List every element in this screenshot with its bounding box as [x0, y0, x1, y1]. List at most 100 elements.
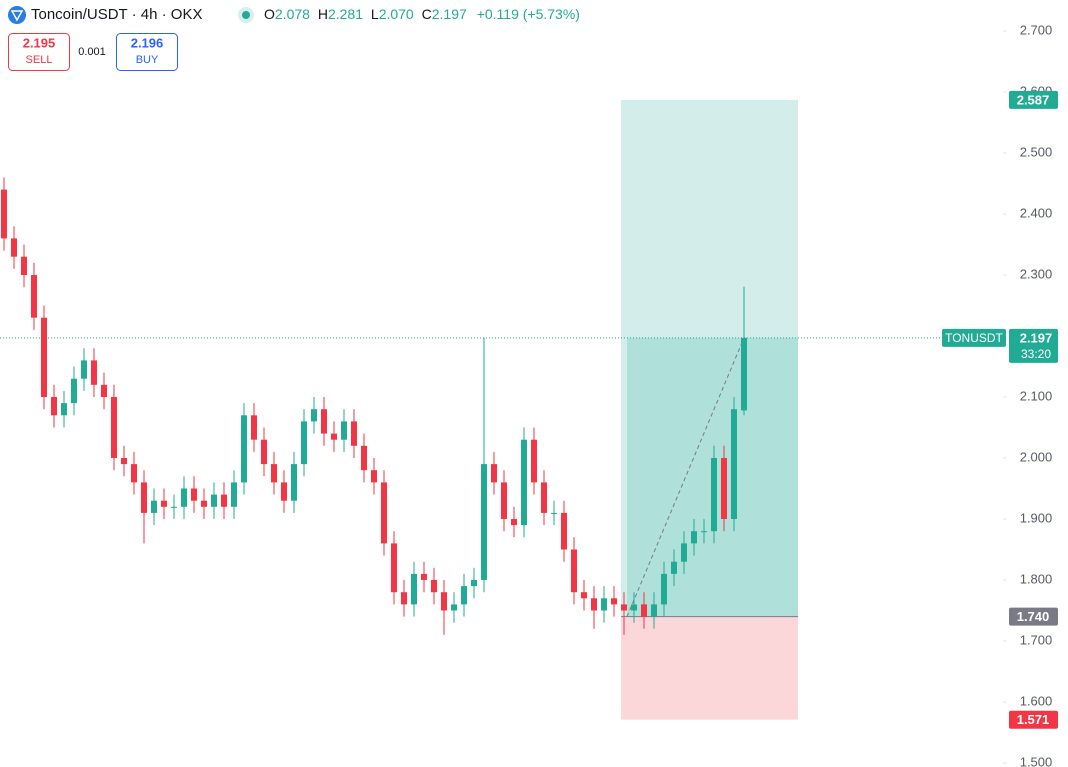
candle-body — [671, 561, 677, 574]
buy-label[interactable]: BUY — [136, 54, 159, 66]
candle-body — [381, 482, 387, 544]
target-label-box — [1009, 90, 1058, 109]
last-price-label: 2.197 — [1020, 330, 1053, 345]
low-value: 2.070 — [379, 6, 414, 22]
y-tick-label: 1.800 — [1020, 571, 1053, 586]
candle-body — [261, 439, 267, 465]
symbol-tag: TONUSDT — [945, 331, 1003, 345]
candle-body — [711, 458, 717, 532]
candle-body — [161, 500, 167, 507]
stop-label-box — [1009, 710, 1058, 729]
candle-body — [561, 512, 567, 550]
entry-label-box — [1009, 607, 1058, 626]
candle-body — [71, 378, 77, 404]
profit-zone — [621, 99, 798, 617]
candle-body — [151, 500, 157, 513]
candle-body — [551, 512, 557, 514]
candle-body — [631, 604, 637, 611]
candle-body — [411, 573, 417, 605]
candle-body — [201, 500, 207, 507]
candle-body — [441, 592, 447, 611]
candle-body — [591, 598, 597, 611]
candle-body — [541, 482, 547, 513]
candle-body — [731, 409, 737, 519]
candle-body — [421, 573, 427, 580]
candle-body — [621, 604, 627, 611]
candle-body — [721, 458, 727, 519]
sell-button[interactable] — [8, 33, 70, 71]
candle-body — [651, 604, 657, 617]
candle-body — [281, 482, 287, 501]
candle-body — [301, 421, 307, 465]
candle-body — [91, 360, 97, 385]
open-value: 2.078 — [275, 6, 310, 22]
change-value: +0.119 (+5.73%) — [477, 6, 580, 22]
candle-body — [571, 549, 577, 593]
candle-body — [321, 409, 327, 434]
spread: 0.001 — [78, 46, 106, 58]
candle-body — [351, 421, 357, 446]
candle-body — [271, 464, 277, 483]
candle-body — [191, 488, 197, 501]
candle-body — [451, 604, 457, 611]
candle-body — [371, 470, 377, 483]
candle-body — [11, 238, 17, 257]
candle-body — [361, 445, 367, 471]
candle-body — [221, 494, 227, 507]
candle-body — [1, 189, 7, 239]
candle-body — [741, 337, 747, 411]
buy-button[interactable] — [116, 33, 178, 71]
candle-body — [181, 488, 187, 507]
y-tick-label: 1.900 — [1020, 510, 1053, 525]
candle-body — [341, 421, 347, 440]
candle-body — [401, 592, 407, 605]
countdown-label: 33:20 — [1021, 347, 1051, 361]
entry-label: 1.740 — [1017, 609, 1050, 624]
y-tick-label: 1.700 — [1020, 632, 1053, 647]
low-prefix: L — [371, 6, 379, 22]
candle-body — [511, 519, 517, 526]
ohlc-legend: O2.078 H2.281 L2.070 C2.197 +0.119 (+5.7… — [264, 6, 580, 22]
symbol-tag-box — [942, 328, 1006, 347]
candle-body — [681, 543, 687, 562]
candle-body — [471, 580, 477, 587]
y-tick-label: 1.500 — [1020, 754, 1053, 767]
high-prefix: H — [318, 6, 328, 22]
status-dot — [242, 11, 250, 19]
candle-body — [431, 580, 437, 593]
buy-price[interactable]: 2.196 — [131, 35, 164, 50]
candle-body — [41, 317, 47, 397]
loss-zone — [621, 616, 798, 720]
sell-price[interactable]: 2.195 — [23, 35, 56, 50]
y-tick-label: 2.500 — [1020, 144, 1053, 159]
candle-body — [531, 439, 537, 483]
candle-body — [661, 573, 667, 605]
candle-body — [171, 506, 177, 508]
y-tick-label: 2.100 — [1020, 388, 1053, 403]
candle-body — [121, 458, 127, 465]
candle-body — [641, 604, 647, 617]
candle-body — [521, 439, 527, 526]
symbol-title: Toncoin/USDT · 4h · OKX — [31, 6, 202, 23]
coin-logo-mark — [10, 10, 24, 22]
candle-body — [331, 433, 337, 440]
candle-body — [611, 598, 617, 605]
y-tick-label: 2.700 — [1020, 22, 1053, 37]
sell-label[interactable]: SELL — [26, 54, 53, 66]
last-price-box — [1009, 328, 1058, 363]
candle-body — [81, 360, 87, 379]
candle-body — [131, 464, 137, 483]
candle-body — [21, 256, 27, 275]
candle-body — [501, 482, 507, 519]
stop-label: 1.571 — [1017, 712, 1050, 727]
close-prefix: C — [422, 6, 432, 22]
candle-body — [491, 464, 497, 483]
candle-body — [241, 415, 247, 483]
target-label: 2.587 — [1017, 92, 1050, 107]
candle-body — [31, 275, 37, 318]
candle-body — [101, 384, 107, 397]
candle-body — [581, 592, 587, 599]
candle-body — [141, 482, 147, 513]
